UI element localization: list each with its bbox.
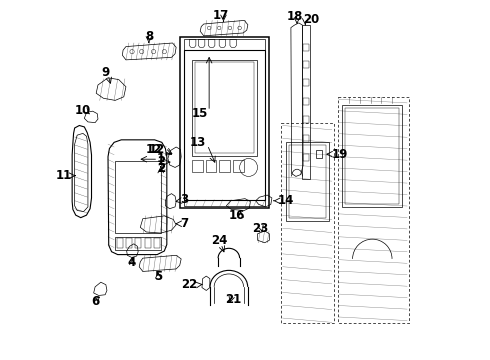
Text: 16: 16 <box>229 210 245 222</box>
Text: 10: 10 <box>75 104 91 117</box>
Bar <box>180 37 269 208</box>
Text: 2: 2 <box>157 162 165 175</box>
Bar <box>219 160 230 172</box>
Text: 24: 24 <box>211 234 227 247</box>
Bar <box>303 135 309 142</box>
Text: 21: 21 <box>225 293 242 306</box>
Bar <box>233 160 244 172</box>
Text: 19: 19 <box>332 148 348 161</box>
Text: 3: 3 <box>180 193 189 206</box>
Text: 15: 15 <box>192 107 208 120</box>
Bar <box>286 142 329 221</box>
Text: 12: 12 <box>146 143 162 156</box>
Bar <box>303 116 309 123</box>
Text: 7: 7 <box>180 217 189 230</box>
Bar <box>342 105 402 207</box>
Bar <box>153 238 160 248</box>
Text: 4: 4 <box>128 256 136 269</box>
Bar <box>316 149 322 158</box>
Text: 14: 14 <box>277 194 294 207</box>
Text: 23: 23 <box>252 222 268 235</box>
Text: 22: 22 <box>181 278 197 291</box>
Bar <box>302 25 310 179</box>
Text: 6: 6 <box>91 295 99 308</box>
Bar <box>344 108 399 204</box>
Text: 1: 1 <box>157 152 165 165</box>
Bar <box>126 238 132 248</box>
Bar <box>303 61 309 68</box>
Text: 18: 18 <box>286 10 303 23</box>
Bar <box>303 98 309 105</box>
Bar <box>184 200 265 206</box>
Bar <box>338 97 409 323</box>
Text: 17: 17 <box>213 9 229 22</box>
Bar <box>192 160 203 172</box>
Bar <box>195 62 254 153</box>
Bar <box>303 154 309 161</box>
Bar <box>303 79 309 86</box>
Bar <box>135 238 141 248</box>
Text: 2: 2 <box>157 155 166 168</box>
Text: 13: 13 <box>189 136 205 149</box>
Bar <box>289 145 326 218</box>
Text: 5: 5 <box>154 270 162 283</box>
Bar <box>115 237 161 250</box>
Bar <box>115 161 161 233</box>
Bar <box>145 238 151 248</box>
Text: 8: 8 <box>145 30 153 43</box>
Bar <box>205 160 216 172</box>
Text: 12: 12 <box>149 143 166 156</box>
Text: 9: 9 <box>102 66 110 79</box>
Bar <box>303 44 309 51</box>
Text: 11: 11 <box>56 169 72 182</box>
Bar <box>117 238 123 248</box>
Text: 2: 2 <box>157 162 165 175</box>
Bar <box>192 60 257 156</box>
Text: 20: 20 <box>303 13 319 26</box>
Bar <box>281 123 334 323</box>
